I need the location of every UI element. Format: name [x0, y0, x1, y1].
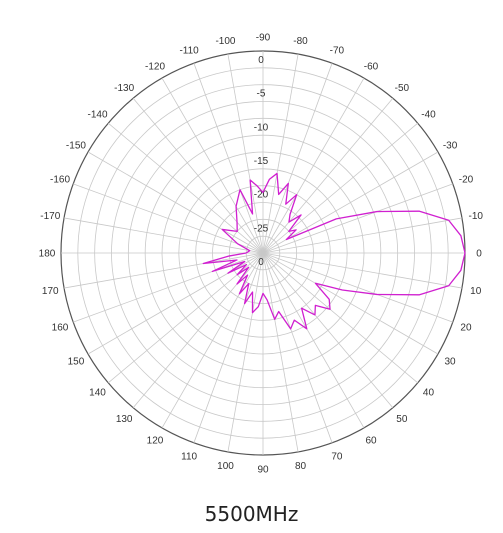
series-layer — [202, 172, 466, 330]
radial-tick-label: -25 — [254, 223, 269, 234]
grid-spoke — [262, 252, 365, 429]
angle-tick-label: 160 — [52, 322, 69, 333]
angle-tick-label: -40 — [421, 110, 436, 121]
angle-tick-label: -130 — [114, 83, 134, 94]
radial-tick-label: -10 — [254, 122, 269, 133]
angle-tick-label: 60 — [365, 436, 377, 447]
grid-spoke — [262, 77, 365, 254]
angle-tick-label: 0 — [476, 249, 482, 260]
angle-tick-label: 170 — [42, 286, 59, 297]
angle-tick-label: -30 — [443, 141, 458, 152]
grid-spoke — [262, 63, 333, 254]
angle-tick-label: 80 — [295, 461, 307, 472]
angle-tick-label: -160 — [50, 175, 70, 186]
grid-spoke — [73, 252, 264, 323]
radial-tick-label: -20 — [254, 190, 269, 201]
grid-spoke — [193, 63, 264, 254]
angle-tick-label: 40 — [423, 387, 435, 398]
pattern-trace — [202, 172, 466, 330]
grid-spoke — [262, 183, 453, 254]
angle-tick-label: 140 — [89, 387, 106, 398]
grid-spoke — [262, 252, 418, 384]
radial-tick-label: -15 — [254, 156, 269, 167]
grid-spoke — [227, 54, 264, 254]
angle-tick-label: -90 — [256, 33, 271, 44]
grid-spokes — [61, 51, 465, 455]
angle-tick-label: -70 — [330, 46, 345, 57]
grid-spoke — [132, 98, 264, 254]
angle-tick-label: -120 — [145, 61, 165, 72]
grid-spoke — [262, 252, 299, 452]
angle-tick-label: -20 — [459, 175, 474, 186]
grid-spoke — [262, 98, 394, 254]
grid-spoke — [262, 217, 462, 254]
angle-tick-label: -80 — [293, 36, 308, 47]
grid-spoke — [64, 252, 264, 289]
radial-tick-label: 0 — [258, 257, 264, 268]
radial-tick-label: 0 — [258, 55, 264, 66]
grid-spoke — [262, 252, 394, 408]
angle-labels: -90 -80-70-60-50-40-30-20-100102030405060… — [39, 33, 484, 476]
angle-tick-label: -110 — [179, 46, 199, 57]
grid-spoke — [73, 183, 264, 254]
angle-tick-label: -140 — [88, 110, 108, 121]
radial-labels: 0 -5 -10 -15 -20 -25 0 — [254, 55, 269, 268]
angle-tick-label: -60 — [364, 61, 379, 72]
grid-spoke — [227, 252, 264, 452]
angle-tick-label: 120 — [147, 436, 164, 447]
angle-tick-label: -50 — [395, 83, 410, 94]
grid-spoke — [262, 252, 439, 355]
angle-tick-label: -100 — [215, 36, 235, 47]
radial-tick-label: -5 — [257, 89, 266, 100]
grid-spoke — [262, 252, 462, 289]
chart-caption: 5500MHz — [204, 502, 299, 526]
angle-tick-label: -150 — [66, 141, 86, 152]
grid-spoke — [161, 252, 264, 429]
polar-chart: 0 -5 -10 -15 -20 -25 0 -90 -80 -70 -60 -50 -40 -30 -2… — [39, 33, 484, 476]
angle-tick-label: 130 — [116, 414, 133, 425]
angle-tick-label: 110 — [181, 451, 197, 462]
grid-spoke — [262, 252, 453, 323]
grid-spoke — [262, 252, 333, 443]
angle-tick-label: 180 — [39, 249, 56, 260]
angle-tick-label: 90 — [257, 465, 269, 476]
angle-tick-label: -170 — [40, 211, 60, 222]
angle-tick-label: 150 — [68, 357, 85, 368]
grid-spoke — [262, 54, 299, 254]
angle-tick-label: 50 — [396, 414, 408, 425]
angle-tick-label: 30 — [444, 357, 456, 368]
angle-tick-label: 20 — [460, 322, 472, 333]
grid-spoke — [87, 151, 264, 254]
angle-tick-label: 70 — [331, 451, 343, 462]
angle-tick-label: 10 — [470, 286, 482, 297]
grid-spoke — [64, 217, 264, 254]
grid-spoke — [262, 151, 439, 254]
grid-spoke — [193, 252, 264, 443]
grid-spoke — [161, 77, 264, 254]
angle-tick-label: 100 — [217, 461, 234, 472]
angle-tick-label: -10 — [468, 211, 483, 222]
